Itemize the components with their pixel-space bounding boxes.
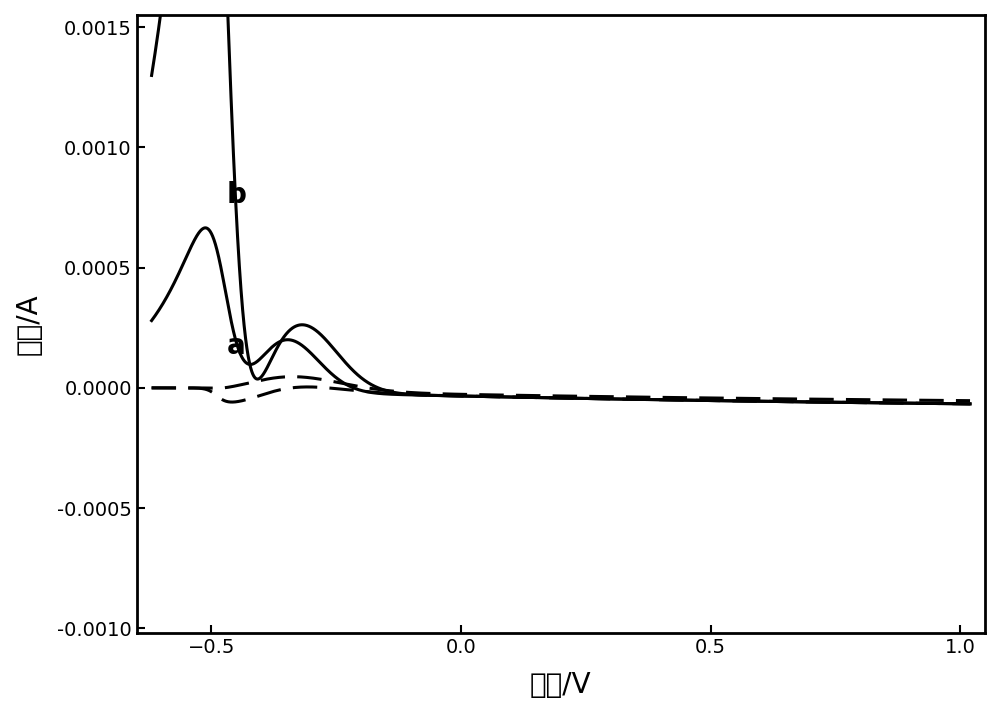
X-axis label: 电压/V: 电压/V	[530, 671, 592, 699]
Text: b: b	[226, 181, 246, 209]
Text: a: a	[226, 332, 245, 360]
Y-axis label: 电流/A: 电流/A	[15, 293, 43, 355]
